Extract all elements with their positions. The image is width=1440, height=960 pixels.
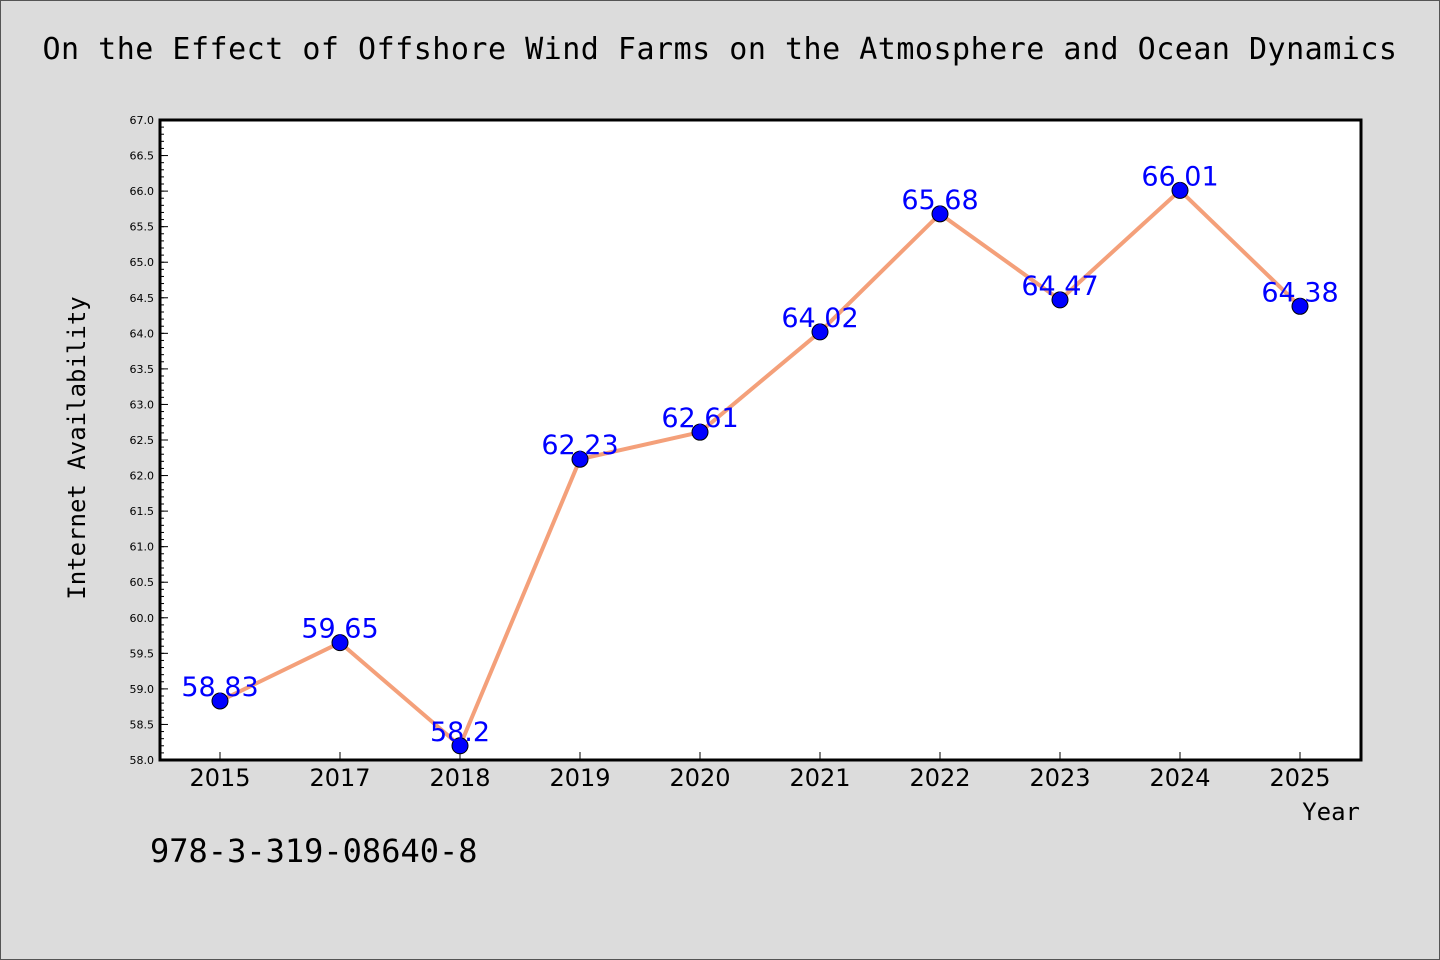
- x-tick-label: 2019: [549, 764, 610, 792]
- y-tick-label: 60.5: [130, 576, 155, 589]
- y-tick-label: 61.0: [130, 541, 155, 554]
- y-tick-label: 65.5: [130, 221, 155, 234]
- data-point: [931, 205, 949, 223]
- y-tick-label: 58.0: [130, 754, 155, 767]
- data-point: [811, 323, 829, 341]
- plot-border: [158, 118, 1363, 762]
- isbn-code: 978-3-319-08640-8: [150, 832, 478, 870]
- y-tick-label: 58.5: [130, 718, 155, 731]
- data-point: [1171, 181, 1189, 199]
- y-tick-label: 59.0: [130, 683, 155, 696]
- x-tick-label: 2020: [669, 764, 730, 792]
- data-label: 58.2: [430, 717, 490, 748]
- y-tick-label: 64.5: [130, 292, 155, 305]
- y-axis-label: Internet Availability: [63, 296, 91, 599]
- data-label: 64.38: [1261, 277, 1338, 308]
- series-line: [219, 188, 1302, 748]
- x-tick-label: 2018: [429, 764, 490, 792]
- data-point: [331, 634, 349, 652]
- x-tick-label: 2015: [189, 764, 250, 792]
- data-label: 64.47: [1021, 271, 1098, 302]
- y-tick-label: 63.5: [130, 363, 155, 376]
- x-axis-ticks: 2015 2017 2018 2019 2020 2021 2022 2023 2024 2025: [189, 752, 1331, 792]
- data-point: [691, 423, 709, 441]
- y-tick-label: 59.5: [130, 647, 155, 660]
- y-tick-label: 62.5: [130, 434, 155, 447]
- x-tick-label: 2021: [789, 764, 850, 792]
- x-tick-label: 2024: [1149, 764, 1210, 792]
- y-tick-label: 66.5: [130, 150, 155, 163]
- data-point: [571, 450, 589, 468]
- x-tick-label: 2023: [1029, 764, 1090, 792]
- y-tick-label: 63.0: [130, 398, 155, 411]
- data-label: 62.61: [661, 403, 738, 434]
- plot-area: [160, 120, 1361, 760]
- x-axis-label: Year: [1302, 798, 1360, 826]
- y-tick-label: 62.0: [130, 470, 155, 483]
- data-label: 65.68: [901, 185, 978, 216]
- data-point: [1291, 297, 1309, 315]
- x-tick-label: 2017: [309, 764, 370, 792]
- x-tick-label: 2025: [1269, 764, 1330, 792]
- series-markers: [211, 181, 1309, 755]
- data-point: [211, 692, 229, 710]
- data-label: 58.83: [181, 672, 258, 703]
- data-label: 64.02: [781, 303, 858, 334]
- data-label: 66.01: [1141, 161, 1218, 192]
- x-tick-label: 2022: [909, 764, 970, 792]
- y-tick-label: 65.0: [130, 256, 155, 269]
- data-point: [1051, 291, 1069, 309]
- y-tick-label: 60.0: [130, 612, 155, 625]
- y-tick-label: 66.0: [130, 185, 155, 198]
- y-tick-label: 67.0: [130, 114, 155, 127]
- data-label: 62.23: [541, 430, 618, 461]
- chart-title: On the Effect of Offshore Wind Farms on …: [42, 32, 1398, 67]
- data-labels: 58.83 59.65 58.2 62.23 62.61 64.02 65.68 64.47 6…: [181, 161, 1338, 747]
- y-tick-label: 64.0: [130, 327, 155, 340]
- data-label: 59.65: [301, 614, 378, 645]
- y-tick-label: 61.5: [130, 505, 155, 518]
- y-axis-ticks: 58.0 58.5 59.0 59.5 60.0 60.5 61.0 61.5 62.0 62.5…: [130, 114, 168, 767]
- data-point: [451, 737, 469, 755]
